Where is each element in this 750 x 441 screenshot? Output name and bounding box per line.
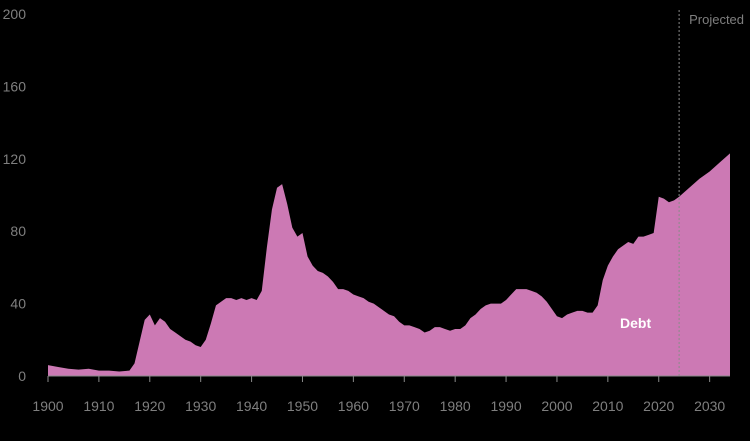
projected-label: Projected <box>689 12 744 27</box>
x-tick-label: 2030 <box>694 398 725 414</box>
x-tick-label: 1940 <box>236 398 267 414</box>
x-tick-label: 1930 <box>185 398 216 414</box>
x-tick-label: 1950 <box>287 398 318 414</box>
y-tick-label: 120 <box>3 151 27 167</box>
y-tick-label: 160 <box>3 78 27 94</box>
x-tick-label: 1990 <box>490 398 521 414</box>
x-tick-label: 1910 <box>83 398 114 414</box>
x-tick-label: 2020 <box>643 398 674 414</box>
x-tick-label: 2010 <box>592 398 623 414</box>
x-axis-labels: 1900 1910 1920 1930 1940 1950 1960 1970 1980 1990… <box>32 398 725 414</box>
x-axis-ticks <box>47 376 711 382</box>
x-tick-label: 1980 <box>440 398 471 414</box>
series-label-debt: Debt <box>620 315 651 331</box>
x-tick-label: 1960 <box>338 398 369 414</box>
x-tick-label: 1970 <box>389 398 420 414</box>
y-tick-label: 80 <box>10 223 26 239</box>
x-tick-label: 1900 <box>32 398 63 414</box>
y-axis-labels: 0 40 80 120 160 200 <box>3 6 27 384</box>
x-tick-label: 1920 <box>134 398 165 414</box>
series-area-debt <box>48 153 730 376</box>
x-tick-label: 2000 <box>541 398 572 414</box>
y-tick-label: 200 <box>3 6 27 22</box>
y-tick-label: 0 <box>18 368 26 384</box>
y-tick-label: 40 <box>10 296 26 312</box>
